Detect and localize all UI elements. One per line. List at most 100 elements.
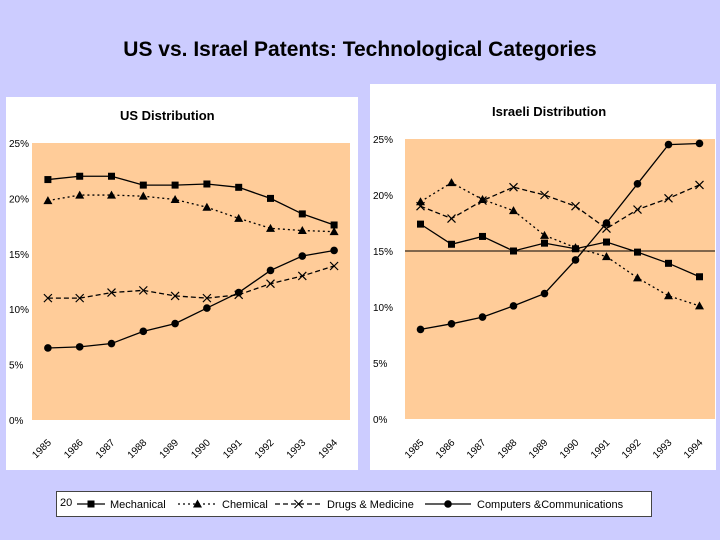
israeli-x-tick-label: 1990 [558,437,582,461]
israeli-chart-svg: 0% 5% 10% 15% 20% 25% 1985 1986 1987 1988 1989 1990… [373,135,715,461]
us-point-chemical [266,223,275,232]
legend-svg: Mechanical Chemical Drugs & Medicine Comput… [77,499,624,511]
israeli-point-computers-communications [416,325,425,334]
us-point-computers-communications [107,339,116,348]
israeli-point-chemical [602,252,611,261]
slide-title: US vs. Israel Patents: Technological Cat… [123,38,597,61]
us-series-computers-communications [44,246,338,352]
us-point-computers-communications [298,252,307,260]
israeli-point-mechanical [448,240,455,248]
israeli-point-drugs-medicine [478,196,487,206]
israeli-point-computers-communications [447,320,456,328]
legend-marker-chemical [193,499,202,508]
israeli-point-mechanical [510,247,517,255]
us-point-mechanical [235,183,243,191]
us-x-tick-label: 1987 [94,437,118,461]
us-point-computers-communications [266,266,275,275]
israeli-line-drugs-medicine [420,184,700,230]
israeli-x-tick-label: 1985 [403,437,427,461]
us-point-computers-communications [139,327,148,336]
us-point-chemical [75,190,85,199]
israeli-point-computers-communications [478,313,487,321]
israeli-y-tick-label: 20% [373,191,393,202]
us-distribution-chart: US Distribution 0% 5% 10% 15% 20% 25% 1985 1986… [6,97,358,470]
israeli-x-tick-label: 1987 [465,437,489,461]
us-point-chemical [170,195,180,204]
israeli-point-mechanical [417,220,424,228]
israeli-x-tick-label: 1993 [651,437,675,461]
legend-marker-mechanical [87,500,95,508]
legend-label-computers-communications: Computers &Communications [477,499,624,511]
israeli-point-mechanical [634,248,641,256]
israeli-x-tick-label: 1986 [434,437,458,461]
israeli-y-tick-label: 15% [373,247,393,258]
us-series-mechanical [44,172,338,229]
israeli-series-mechanical [417,220,703,281]
israeli-point-chemical [664,291,673,300]
israeli-line-chemical [420,181,700,307]
us-point-computers-communications [330,246,338,255]
israeli-point-chemical [695,301,704,310]
israeli-point-mechanical [665,259,672,267]
us-line-mechanical [47,175,335,226]
israeli-point-chemical [571,243,580,252]
israeli-point-chemical [478,194,487,203]
us-point-chemical [107,190,116,199]
us-point-drugs-medicine [43,293,53,303]
us-point-drugs-medicine [75,293,85,303]
israeli-point-computers-communications [633,180,642,188]
israeli-point-chemical [540,230,549,239]
israeli-point-computers-communications [571,256,580,264]
israeli-plot-area [405,139,715,419]
israeli-point-computers-communications [695,139,704,148]
us-x-tick-label: 1991 [221,437,245,461]
israeli-point-drugs-medicine [447,214,456,223]
us-y-tick-label: 25% [9,139,29,150]
israeli-series-drugs-medicine [416,180,704,234]
israeli-point-computers-communications [664,140,673,149]
israeli-y-tick-label: 5% [373,359,388,370]
us-y-tick-label: 0% [9,416,24,427]
us-point-drugs-medicine [107,288,116,298]
us-point-drugs-medicine [266,279,275,289]
us-x-tick-label: 1986 [62,437,86,461]
chart-legend: Mechanical Chemical Drugs & Medicine Comput… [56,491,652,517]
legend-label-chemical: Chemical [222,499,268,511]
legend-entry-mechanical: Mechanical [77,499,166,511]
israeli-point-chemical [447,178,456,187]
slide-number: 20 [60,497,73,509]
us-x-tick-label: 1992 [253,437,277,461]
israeli-y-tick-label: 10% [373,303,393,314]
us-point-mechanical [171,181,179,189]
israeli-line-mechanical [420,223,700,278]
us-y-tick-label: 15% [9,250,29,261]
israeli-y-tick-label: 0% [373,415,388,426]
us-point-drugs-medicine [138,285,148,295]
us-x-tick-label: 1989 [158,437,182,461]
israeli-point-drugs-medicine [540,190,549,200]
us-chart-svg: 0% 5% 10% 15% 20% 25% 1985 1986 1987 1988 1989 1990… [9,139,350,461]
israeli-line-computers-communications [420,142,700,331]
us-point-mechanical [330,221,338,229]
israeli-point-drugs-medicine [695,180,704,190]
israeli-point-mechanical [479,232,486,240]
us-y-tick-label: 10% [9,305,29,316]
israeli-distribution-chart: Israeli Distribution 0% 5% 10% 15% 20% 25% 198… [370,84,716,470]
israeli-point-chemical [509,206,518,215]
us-series-chemical [43,190,339,236]
us-point-chemical [202,202,212,211]
us-point-mechanical [267,194,274,202]
us-x-tick-label: 1985 [30,437,54,461]
us-point-chemical [297,226,307,235]
us-point-computers-communications [203,304,211,312]
legend-label-drugs-medicine: Drugs & Medicine [327,499,414,511]
israeli-x-tick-label: 1988 [496,437,520,461]
legend-marker-computers-communications [444,500,452,508]
us-point-mechanical [203,180,211,188]
us-point-computers-communications [234,288,243,297]
us-point-chemical [43,196,53,205]
us-line-computers-communications [47,249,335,349]
legend-label-mechanical: Mechanical [110,499,166,511]
us-chart-title: US Distribution [120,108,215,123]
us-point-drugs-medicine [202,293,212,303]
